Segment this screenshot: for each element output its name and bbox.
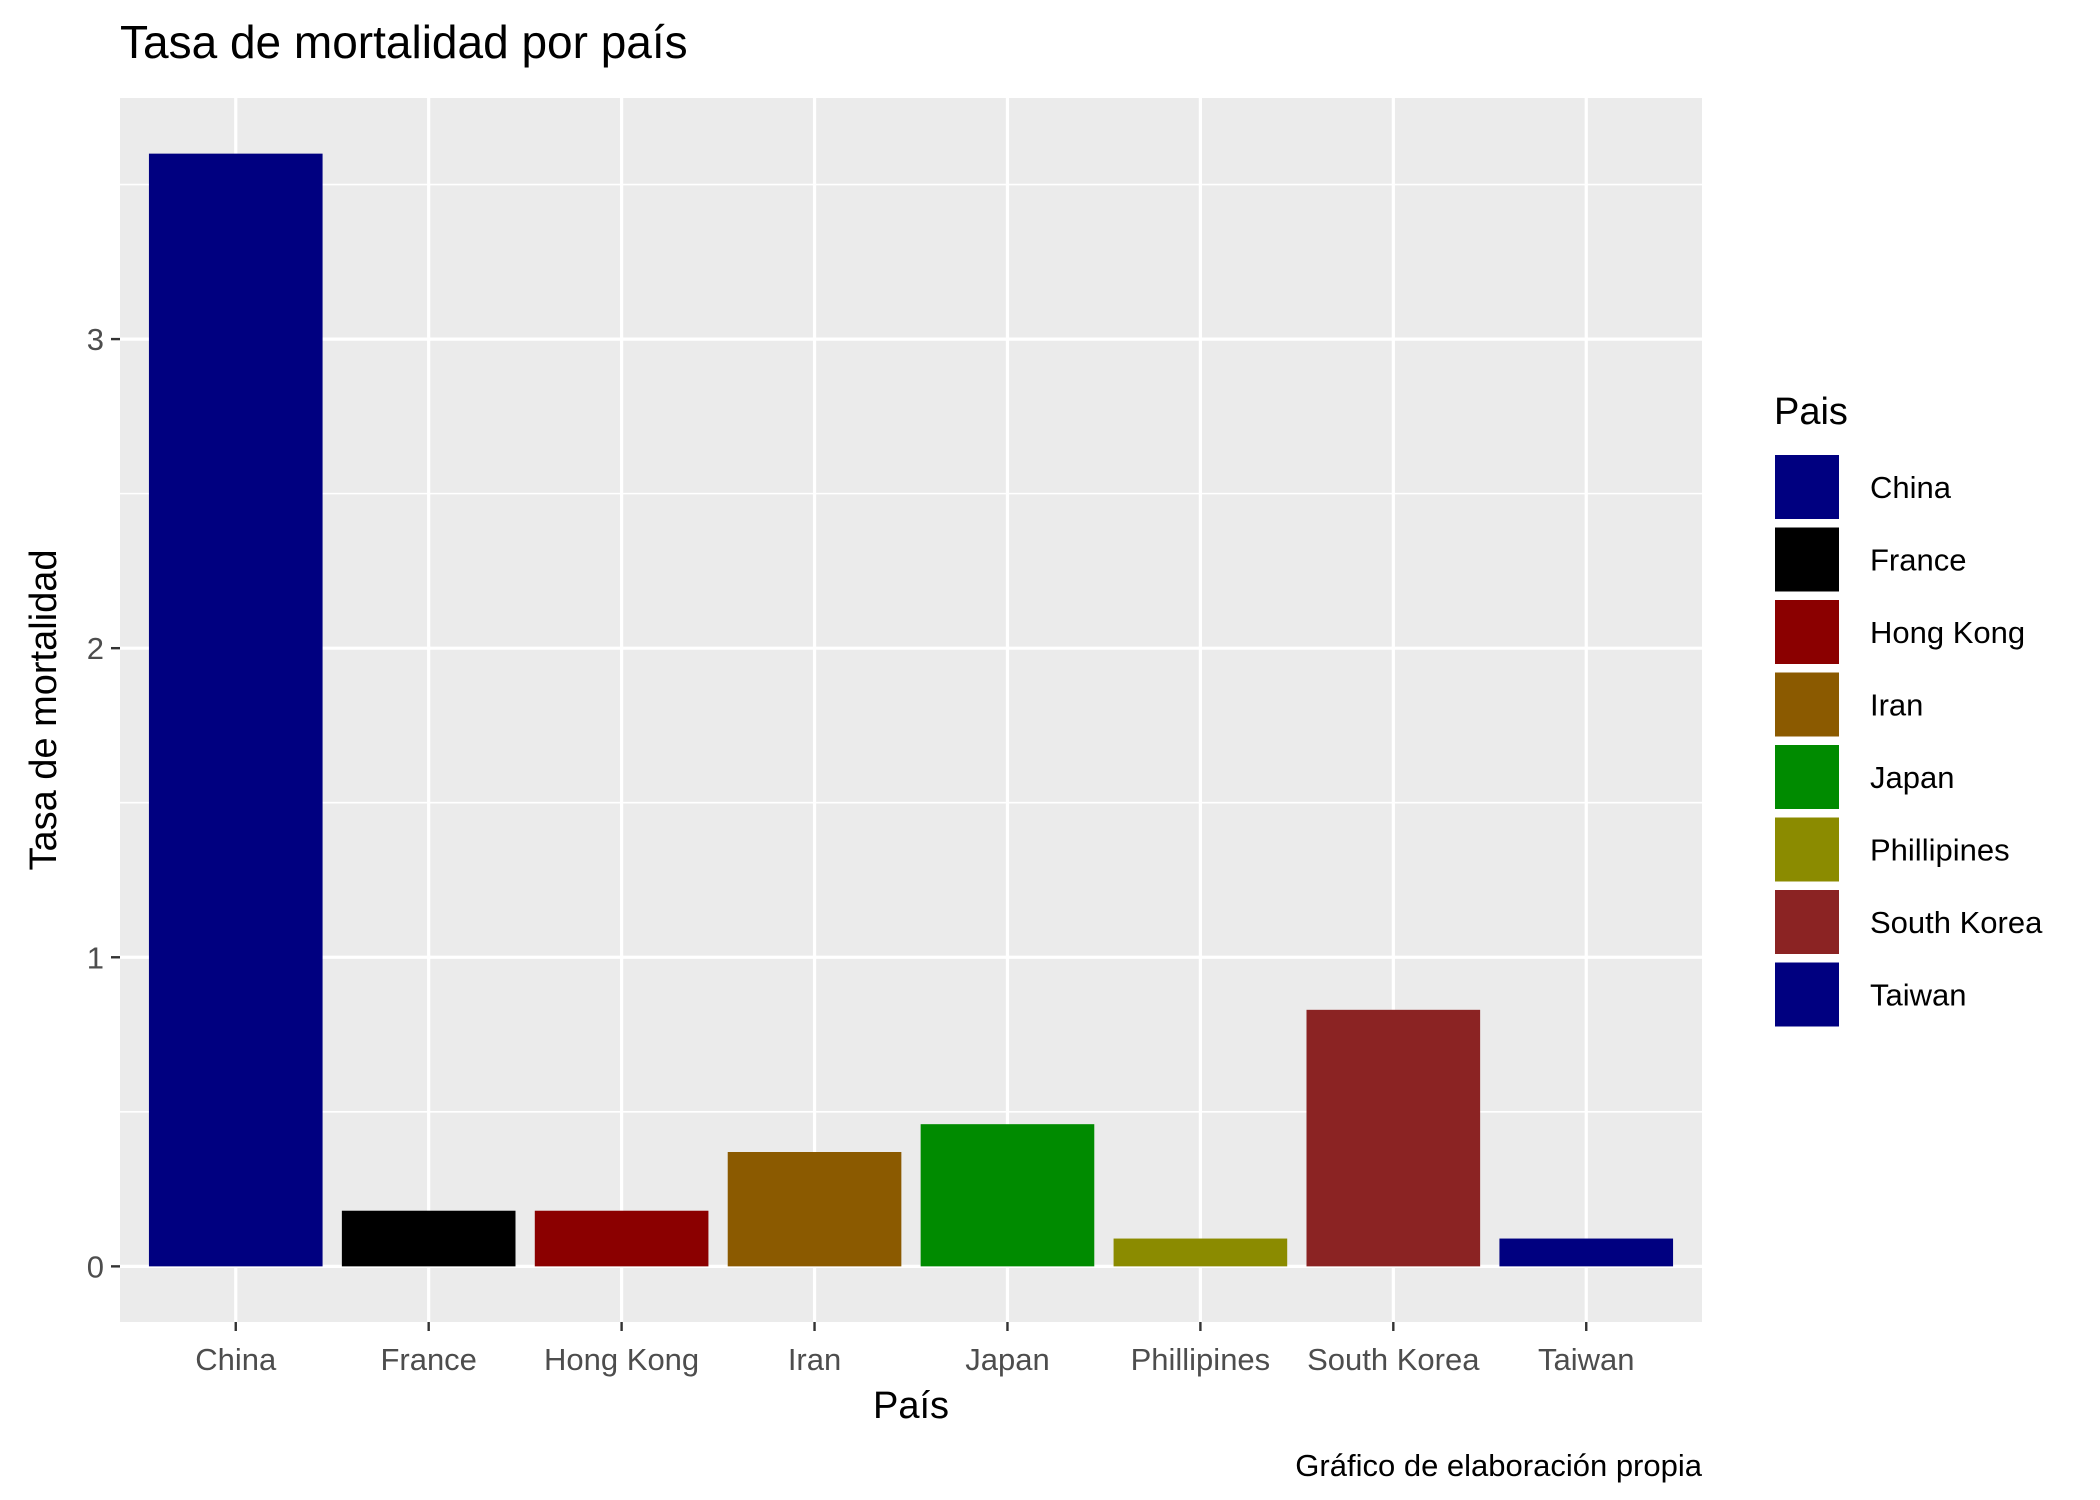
legend: Pais China France Hong Kong Iran Japan Philli… <box>1773 391 2043 1029</box>
chart-title: Tasa de mortalidad por país <box>120 16 688 68</box>
legend-key <box>1773 960 1841 1029</box>
x-tick-label: South Korea <box>1307 1342 1480 1377</box>
y-tick-label: 0 <box>87 1249 104 1284</box>
bar-south-korea <box>1306 1009 1481 1267</box>
legend-key <box>1773 888 1841 956</box>
legend-key <box>1773 598 1841 666</box>
bar-hong-kong <box>534 1210 709 1267</box>
bar-japan <box>920 1124 1095 1267</box>
axes: 0 1 2 3 China France Hong Kong Iran Japan Phillip… <box>87 322 1635 1377</box>
bar-phillipines <box>1113 1238 1288 1267</box>
bar-france <box>341 1210 516 1267</box>
x-tick-label: Taiwan <box>1538 1342 1635 1377</box>
bar-taiwan <box>1499 1238 1674 1267</box>
y-tick-label: 2 <box>87 631 104 666</box>
legend-key <box>1773 453 1841 521</box>
y-tick-label: 1 <box>87 940 104 975</box>
legend-label: Taiwan <box>1870 978 1967 1013</box>
legend-label: Iran <box>1870 688 1923 723</box>
bar-iran <box>727 1152 902 1267</box>
legend-key <box>1773 815 1841 884</box>
legend-label: Phillipines <box>1870 833 2010 868</box>
legend-key <box>1773 525 1841 594</box>
legend-key <box>1773 743 1841 811</box>
x-tick-label: Japan <box>965 1342 1049 1377</box>
x-axis-title: País <box>873 1385 949 1427</box>
legend-label: Japan <box>1870 760 1954 795</box>
legend-label: France <box>1870 543 1966 578</box>
legend-key <box>1773 670 1841 739</box>
x-tick-label: Hong Kong <box>544 1342 699 1377</box>
legend-label: South Korea <box>1870 905 2043 940</box>
legend-label: Hong Kong <box>1870 615 2025 650</box>
legend-title: Pais <box>1774 391 1848 433</box>
bar-china <box>148 153 323 1267</box>
x-tick-label: France <box>380 1342 476 1377</box>
x-tick-label: Iran <box>788 1342 841 1377</box>
legend-label: China <box>1870 470 1952 505</box>
x-tick-label: China <box>195 1342 277 1377</box>
y-axis-title: Tasa de mortalidad <box>23 549 65 870</box>
chart-caption: Gráfico de elaboración propia <box>1295 1448 1702 1483</box>
x-tick-label: Phillipines <box>1131 1342 1271 1377</box>
bars <box>148 153 1674 1267</box>
y-tick-label: 3 <box>87 322 104 357</box>
